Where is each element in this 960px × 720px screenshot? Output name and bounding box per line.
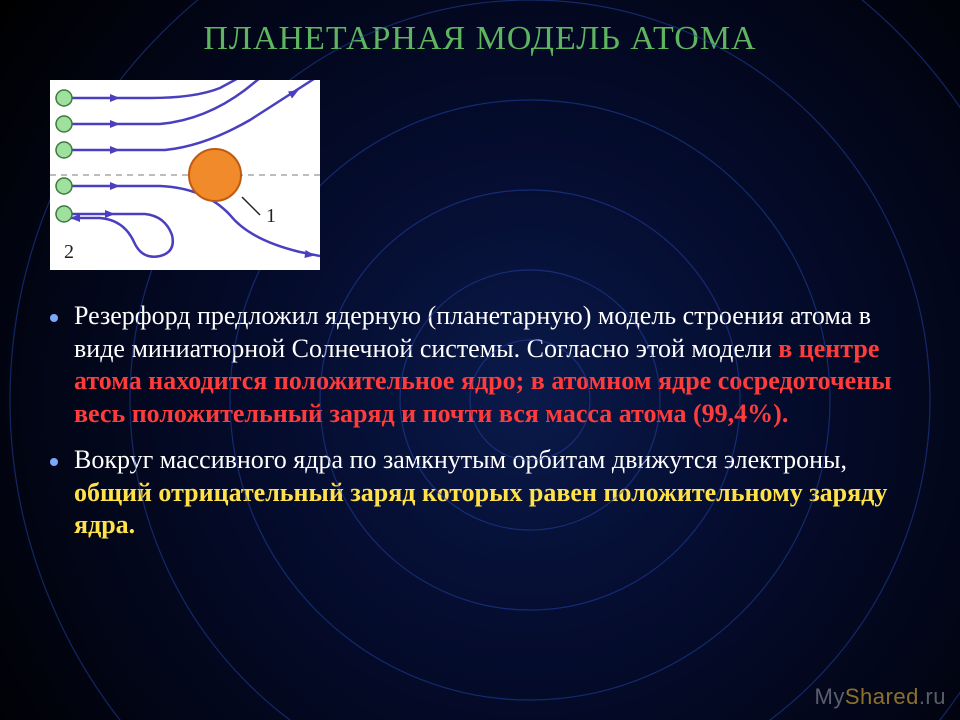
bullet-item: Резерфорд предложил ядерную (планетарную… bbox=[50, 300, 910, 430]
watermark-my: My bbox=[815, 684, 845, 709]
watermark: MyShared.ru bbox=[815, 684, 946, 710]
svg-text:2: 2 bbox=[64, 241, 74, 263]
bullet-dot-icon bbox=[50, 458, 58, 466]
svg-text:1: 1 bbox=[266, 205, 276, 227]
watermark-shared: Shared bbox=[845, 684, 919, 709]
text-segment: Вокруг массивного ядра по замкнутым орби… bbox=[74, 445, 847, 474]
bullet-item: Вокруг массивного ядра по замкнутым орби… bbox=[50, 444, 910, 542]
text-segment: общий отрицательный заряд которых равен … bbox=[74, 478, 887, 540]
bullet-dot-icon bbox=[50, 314, 58, 322]
bullet-text: Резерфорд предложил ядерную (планетарную… bbox=[74, 300, 910, 430]
content-area: Резерфорд предложил ядерную (планетарную… bbox=[0, 270, 960, 542]
bullet-text: Вокруг массивного ядра по замкнутым орби… bbox=[74, 444, 910, 542]
scattering-diagram: 12 bbox=[50, 80, 320, 270]
page-title: ПЛАНЕТАРНАЯ МОДЕЛЬ АТОМА bbox=[0, 0, 960, 58]
text-segment: Резерфорд предложил ядерную (планетарную… bbox=[74, 301, 871, 363]
watermark-ru: .ru bbox=[919, 684, 946, 709]
